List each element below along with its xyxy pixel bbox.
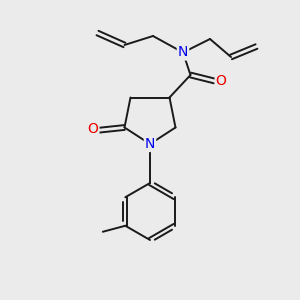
Text: O: O bbox=[88, 122, 98, 136]
Text: O: O bbox=[216, 74, 226, 88]
Text: N: N bbox=[145, 137, 155, 151]
Text: N: N bbox=[178, 46, 188, 59]
